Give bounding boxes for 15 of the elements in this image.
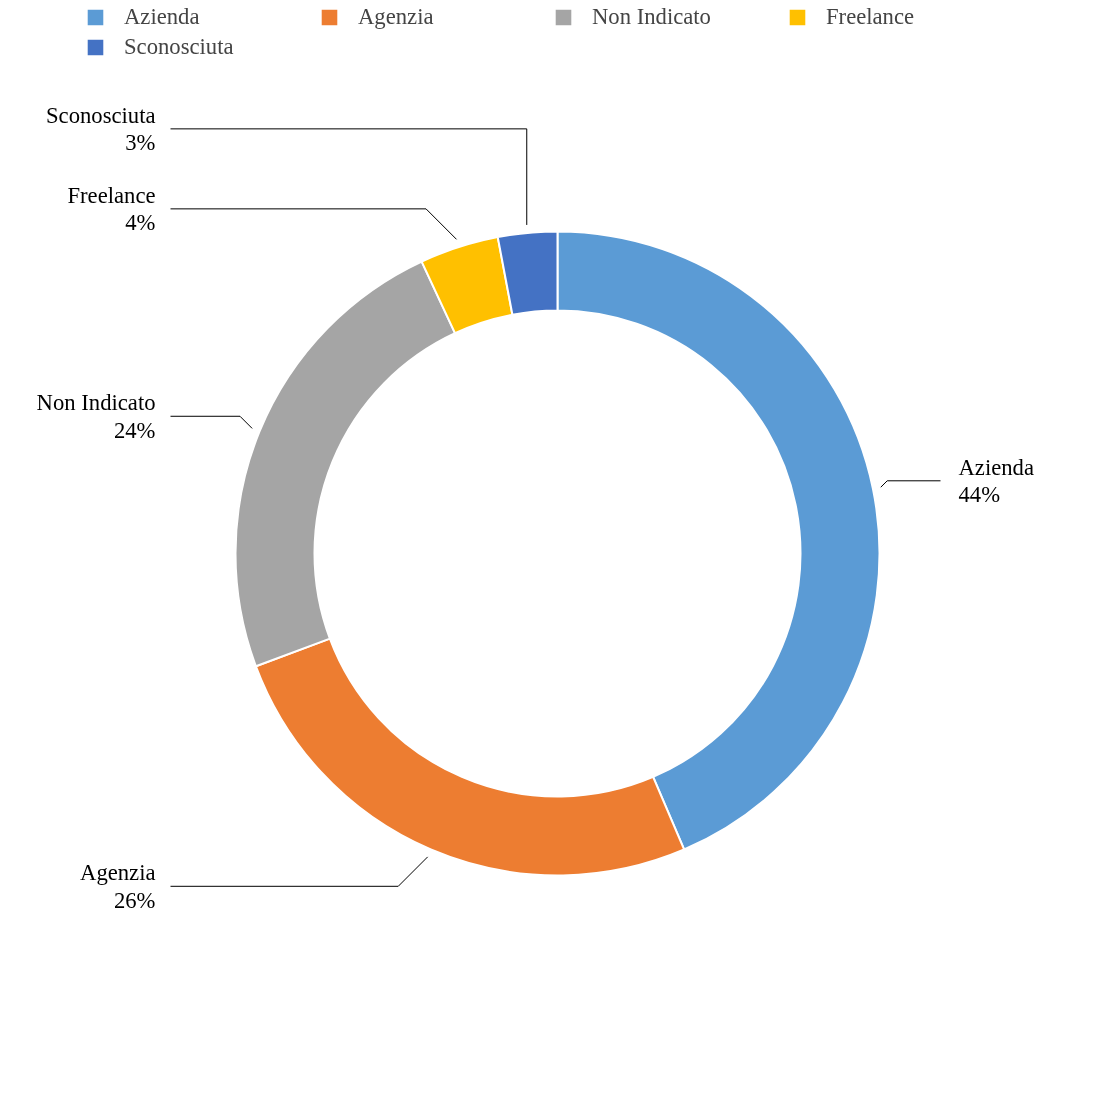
data-label: 3%: [125, 130, 156, 156]
legend-label: Non Indicato: [592, 4, 712, 30]
legend-label: Freelance: [826, 4, 916, 30]
data-label: 44%: [958, 482, 1001, 508]
slice-label: Freelance: [67, 182, 156, 208]
data-label: 24%: [113, 417, 156, 443]
slice-label: Sconosciuta: [46, 102, 156, 128]
legend-label: Sconosciuta: [124, 34, 235, 60]
slice-label: Agenzia: [80, 860, 156, 886]
data-label: 4%: [125, 210, 156, 236]
slice-label: Azienda: [958, 454, 1034, 480]
data-label: 26%: [113, 887, 156, 913]
legend-label: Agenzia: [358, 4, 435, 30]
legend-label: Azienda: [124, 4, 201, 30]
slice-label: Non Indicato: [36, 390, 156, 416]
